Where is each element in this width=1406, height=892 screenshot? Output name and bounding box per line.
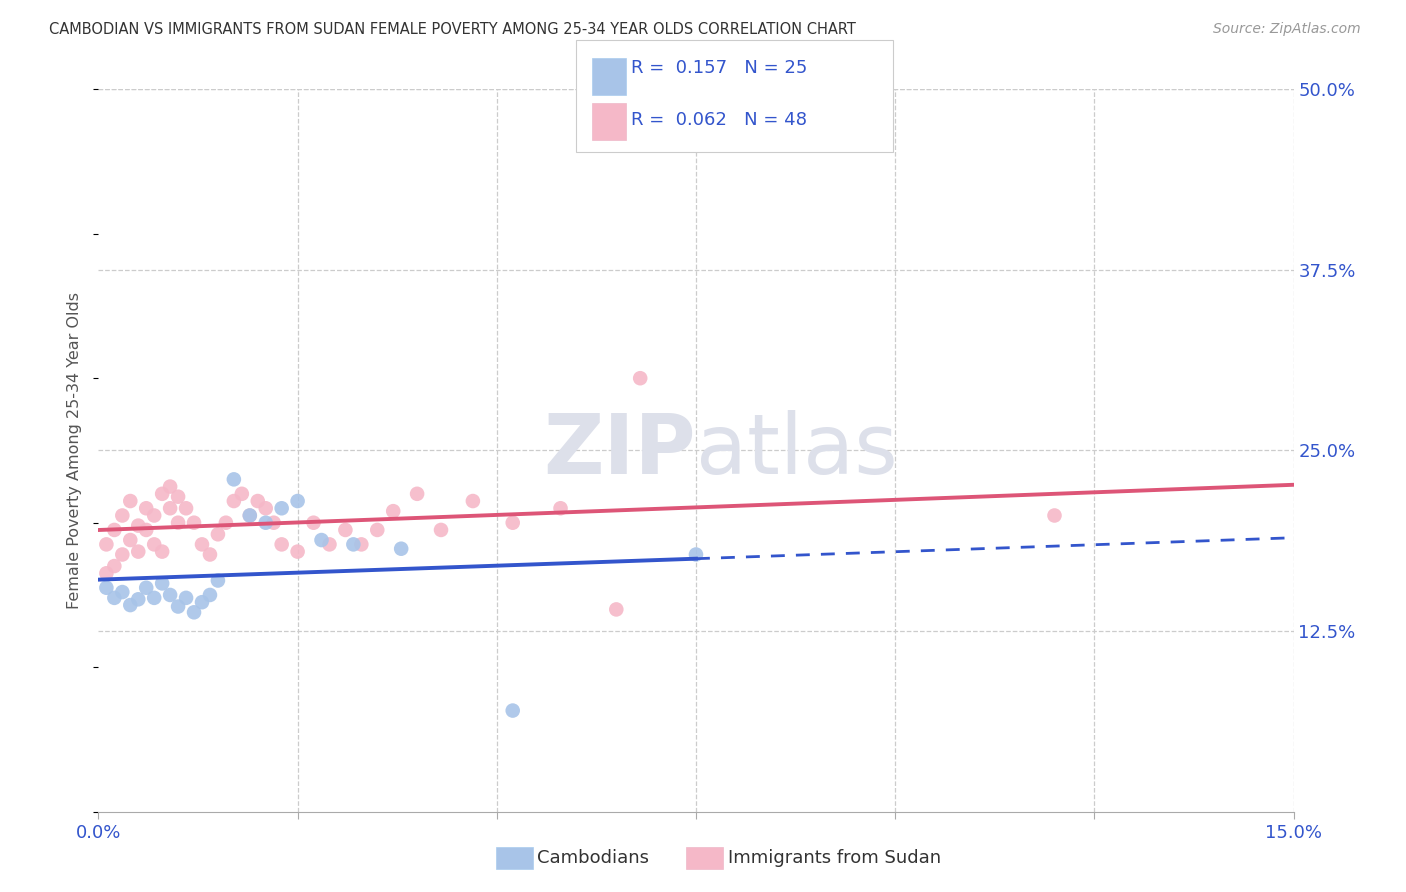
Point: [167, 490, 190, 504]
Point: [1043, 508, 1066, 523]
Y-axis label: Female Poverty Among 25-34 Year Olds: Female Poverty Among 25-34 Year Olds: [67, 292, 83, 609]
Point: [270, 537, 292, 551]
Point: [502, 516, 524, 530]
Point: [167, 516, 190, 530]
Point: [389, 541, 412, 556]
Text: atlas: atlas: [696, 410, 897, 491]
Point: [239, 508, 262, 523]
Point: [254, 501, 277, 516]
Point: [167, 599, 190, 614]
Point: [311, 533, 333, 547]
Point: [207, 527, 229, 541]
Point: [120, 533, 142, 547]
Point: [111, 585, 134, 599]
Point: [502, 704, 524, 718]
Point: [150, 576, 173, 591]
Text: R =  0.157   N = 25: R = 0.157 N = 25: [631, 59, 807, 77]
Point: [191, 595, 214, 609]
Point: [143, 508, 166, 523]
Point: [335, 523, 357, 537]
Point: [287, 494, 309, 508]
Point: [96, 581, 118, 595]
Text: Cambodians: Cambodians: [537, 849, 650, 867]
Point: [127, 592, 149, 607]
Point: [111, 548, 134, 562]
Point: [342, 537, 364, 551]
Point: [287, 544, 309, 558]
Point: [103, 559, 125, 574]
Point: [215, 516, 238, 530]
Point: [318, 537, 340, 551]
Point: [159, 480, 181, 494]
Point: [120, 598, 142, 612]
Point: [111, 508, 134, 523]
Point: [222, 494, 245, 508]
Text: CAMBODIAN VS IMMIGRANTS FROM SUDAN FEMALE POVERTY AMONG 25-34 YEAR OLDS CORRELAT: CAMBODIAN VS IMMIGRANTS FROM SUDAN FEMAL…: [49, 22, 856, 37]
Point: [183, 605, 205, 619]
Point: [120, 494, 142, 508]
Point: [302, 516, 325, 530]
Point: [239, 508, 262, 523]
Point: [461, 494, 484, 508]
Point: [254, 516, 277, 530]
Text: ZIP: ZIP: [544, 410, 696, 491]
Point: [382, 504, 405, 518]
Point: [231, 487, 253, 501]
Text: R =  0.062   N = 48: R = 0.062 N = 48: [631, 112, 807, 129]
Point: [150, 487, 173, 501]
Point: [406, 487, 429, 501]
Point: [127, 544, 149, 558]
Point: [191, 537, 214, 551]
Point: [143, 537, 166, 551]
Point: [174, 591, 197, 605]
Point: [135, 523, 157, 537]
Point: [96, 566, 118, 581]
Point: [350, 537, 373, 551]
Text: Immigrants from Sudan: Immigrants from Sudan: [728, 849, 942, 867]
Point: [103, 591, 125, 605]
Point: [103, 523, 125, 537]
Point: [127, 518, 149, 533]
Point: [143, 591, 166, 605]
Point: [96, 537, 118, 551]
Point: [430, 523, 453, 537]
Point: [685, 548, 707, 562]
Point: [628, 371, 651, 385]
Point: [135, 581, 157, 595]
Point: [270, 501, 292, 516]
Point: [159, 501, 181, 516]
Point: [198, 588, 221, 602]
Point: [605, 602, 627, 616]
Point: [135, 501, 157, 516]
Point: [198, 548, 221, 562]
Point: [550, 501, 572, 516]
Point: [366, 523, 388, 537]
Point: [246, 494, 269, 508]
Text: Source: ZipAtlas.com: Source: ZipAtlas.com: [1213, 22, 1361, 37]
Point: [222, 472, 245, 486]
Point: [263, 516, 285, 530]
Point: [174, 501, 197, 516]
Point: [207, 574, 229, 588]
Point: [150, 544, 173, 558]
Point: [159, 588, 181, 602]
Point: [183, 516, 205, 530]
